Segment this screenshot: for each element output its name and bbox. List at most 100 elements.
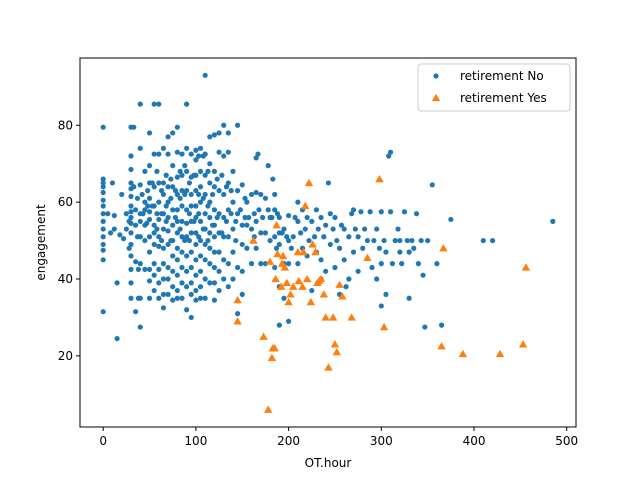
point-retirement-no	[193, 147, 199, 153]
point-retirement-no	[352, 226, 358, 232]
point-retirement-no	[311, 234, 318, 240]
point-retirement-no	[156, 151, 162, 157]
point-retirement-no	[135, 266, 142, 273]
point-retirement-no	[100, 180, 106, 186]
point-retirement-no	[258, 261, 264, 267]
point-retirement-no	[151, 272, 157, 278]
point-retirement-no	[202, 226, 208, 232]
point-retirement-no	[160, 211, 167, 217]
legend-marker-retirement-yes	[431, 93, 441, 102]
point-retirement-no	[325, 180, 332, 186]
point-retirement-no	[401, 209, 408, 215]
point-retirement-no	[327, 241, 333, 248]
point-retirement-no	[100, 124, 106, 130]
point-retirement-yes	[267, 353, 277, 361]
point-retirement-no	[128, 241, 134, 248]
point-retirement-no	[330, 226, 336, 232]
point-retirement-no	[188, 151, 194, 157]
point-retirement-no	[184, 284, 190, 290]
point-retirement-no	[332, 264, 338, 271]
point-retirement-no	[258, 191, 264, 198]
x-axis-label: OT.hour	[305, 456, 352, 470]
point-retirement-yes	[293, 247, 303, 256]
point-retirement-no	[378, 303, 384, 309]
point-retirement-no	[350, 207, 357, 213]
point-retirement-no	[420, 272, 426, 278]
point-retirement-no	[165, 291, 171, 297]
point-retirement-no	[137, 182, 143, 188]
point-retirement-no	[223, 184, 230, 190]
point-retirement-yes	[298, 282, 307, 290]
point-retirement-no	[197, 145, 204, 151]
point-retirement-no	[225, 284, 231, 290]
point-retirement-no	[239, 291, 245, 297]
point-retirement-yes	[316, 274, 326, 283]
point-retirement-no	[211, 207, 218, 213]
point-retirement-no	[193, 287, 199, 294]
point-retirement-no	[156, 199, 162, 205]
point-retirement-no	[170, 237, 176, 244]
point-retirement-no	[298, 230, 304, 236]
point-retirement-no	[140, 211, 146, 217]
point-retirement-no	[142, 266, 148, 273]
point-retirement-no	[142, 168, 148, 174]
point-retirement-yes	[302, 274, 312, 283]
point-retirement-no	[182, 163, 188, 169]
point-retirement-no	[146, 295, 153, 301]
y-ticks: 20 40 60 80	[58, 118, 80, 363]
point-retirement-no	[179, 234, 185, 240]
point-retirement-no	[221, 257, 227, 263]
point-retirement-no	[145, 188, 151, 194]
point-retirement-no	[413, 211, 420, 217]
point-retirement-no	[415, 261, 421, 267]
point-retirement-no	[160, 261, 167, 267]
point-retirement-no	[165, 241, 171, 248]
point-retirement-no	[386, 153, 392, 159]
point-retirement-no	[341, 257, 347, 263]
point-retirement-no	[179, 172, 185, 178]
point-retirement-no	[184, 168, 190, 174]
point-retirement-no	[248, 191, 255, 198]
point-retirement-no	[381, 237, 387, 244]
y-tick-label: 60	[58, 195, 73, 209]
point-retirement-no	[397, 249, 403, 255]
point-retirement-no	[133, 309, 139, 315]
legend-marker-retirement-no	[433, 73, 439, 79]
point-retirement-no	[205, 168, 211, 174]
point-retirement-no	[151, 101, 157, 107]
point-retirement-no	[235, 211, 241, 217]
point-retirement-no	[105, 211, 111, 217]
point-retirement-no	[128, 209, 134, 215]
point-retirement-no	[253, 189, 259, 196]
point-retirement-no	[120, 236, 127, 242]
point-retirement-no	[188, 191, 194, 198]
point-retirement-no	[378, 261, 384, 267]
x-tick-label: 200	[277, 434, 300, 448]
point-retirement-no	[221, 122, 227, 128]
point-retirement-no	[295, 261, 301, 267]
point-retirement-no	[156, 295, 162, 301]
point-retirement-no	[207, 261, 213, 267]
point-retirement-no	[332, 214, 338, 221]
point-retirement-no	[186, 211, 192, 217]
point-retirement-no	[128, 230, 134, 236]
point-retirement-no	[233, 237, 239, 244]
point-retirement-no	[239, 268, 245, 274]
point-retirement-no	[184, 268, 190, 274]
point-retirement-no	[137, 145, 143, 151]
point-retirement-no	[202, 276, 208, 282]
point-retirement-yes	[294, 276, 303, 285]
point-retirement-no	[214, 176, 220, 182]
point-retirement-no	[321, 234, 327, 240]
point-retirement-no	[165, 199, 171, 205]
point-retirement-yes	[321, 313, 330, 321]
point-retirement-no	[145, 203, 151, 209]
point-retirement-no	[146, 249, 153, 255]
legend-label-retirement-no: retirement No	[460, 69, 544, 83]
point-retirement-no	[149, 180, 155, 186]
point-retirement-no	[165, 228, 171, 234]
point-retirement-no	[193, 272, 199, 278]
point-retirement-no	[114, 335, 120, 342]
point-retirement-no	[260, 214, 266, 221]
